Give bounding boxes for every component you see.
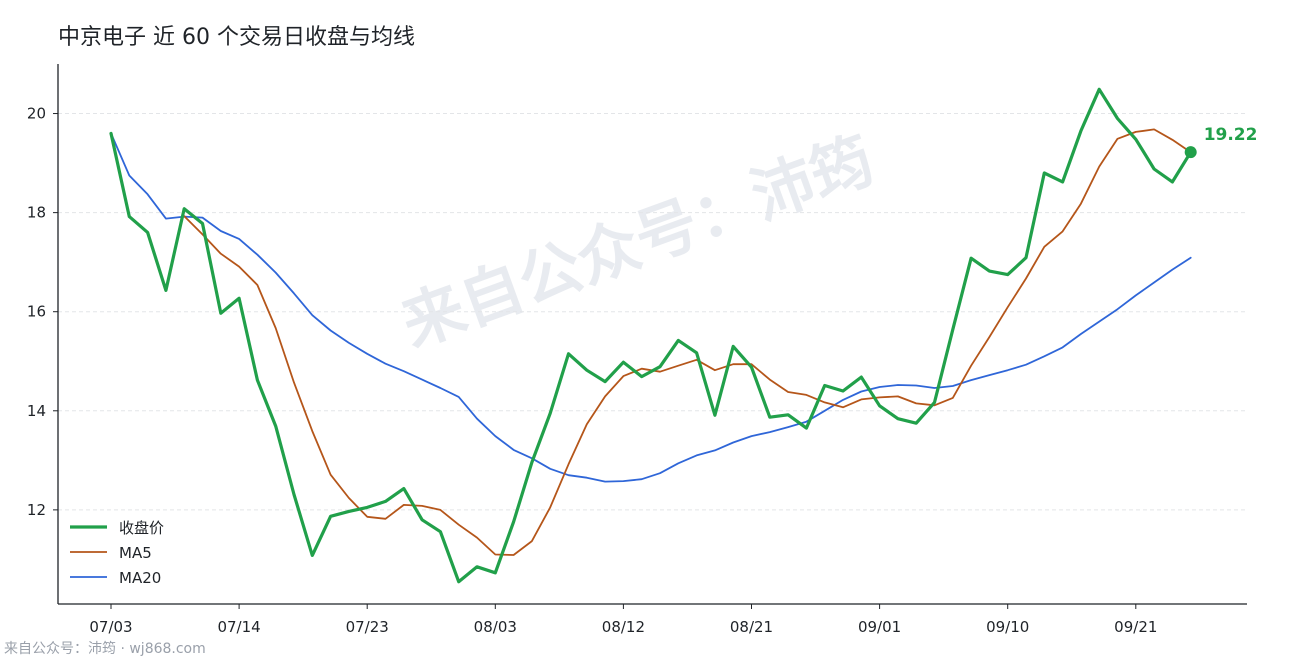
series-line-ma20 [110, 132, 1192, 483]
legend-label: MA5 [119, 544, 152, 562]
end-value-label: 19.22 [1204, 125, 1258, 145]
gridlines [58, 113, 1247, 511]
footer-watermark: 来自公众号：沛筠 · wj868.com [4, 640, 206, 657]
plot-area: 19.22 [109, 87, 1258, 584]
y-tick-label: 14 [27, 402, 46, 420]
x-tick-label: 07/03 [89, 618, 132, 636]
x-tick-label: 09/21 [1114, 618, 1157, 636]
series-line-close [109, 87, 1193, 584]
y-tick-label: 18 [27, 204, 46, 222]
x-tick-label: 07/14 [217, 618, 260, 636]
legend-label: MA20 [119, 569, 161, 587]
y-tick-label: 12 [27, 501, 46, 519]
y-tick-label: 20 [27, 105, 46, 123]
series-line-ma5 [183, 128, 1192, 556]
x-tick-label: 07/23 [346, 618, 389, 636]
x-tick-label: 08/21 [730, 618, 773, 636]
x-tick-label: 09/01 [858, 618, 901, 636]
watermark: 来自公众号：沛筠 [392, 123, 883, 361]
legend: 收盘价 MA5 MA20 [70, 519, 164, 587]
chart-title: 中京电子 近 60 个交易日收盘与均线 [58, 25, 415, 50]
x-tick-label: 08/12 [602, 618, 645, 636]
legend-label: 收盘价 [119, 519, 164, 537]
x-tick-label: 08/03 [474, 618, 517, 636]
x-tick-label: 09/10 [986, 618, 1029, 636]
end-point-marker [1184, 146, 1197, 159]
axes: 12 14 16 18 20 07/03 07/14 07/23 08/03 08/12 08/21… [27, 64, 1247, 636]
y-tick-label: 16 [27, 303, 46, 321]
